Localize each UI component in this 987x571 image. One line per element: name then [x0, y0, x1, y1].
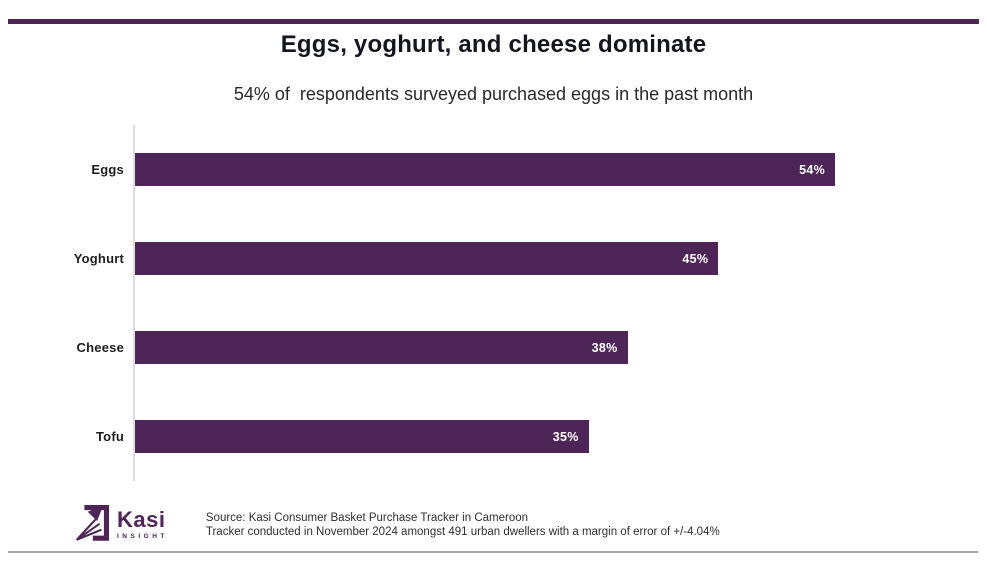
chart-title: Eggs, yoghurt, and cheese dominate — [280, 31, 707, 58]
source-text: Source: Kasi Consumer Basket Purchase Tr… — [206, 511, 720, 539]
category-label: Eggs — [91, 162, 124, 177]
bar-chart-plot-area: Eggs 54% Yoghurt 45% Cheese 38% Tofu 35% — [0, 125, 987, 481]
category-label: Yoghurt — [73, 251, 124, 266]
bar-value-label: 35% — [552, 429, 579, 444]
bar-value-label: 45% — [682, 251, 709, 266]
chart-row: Eggs 54% — [0, 125, 987, 214]
source-line-1: Source: Kasi Consumer Basket Purchase Tr… — [205, 511, 529, 524]
bar-track: 35% — [133, 392, 987, 481]
kasi-logo: Kasi INSIGHT — [75, 503, 168, 546]
bar: 38% — [135, 331, 628, 364]
chart-row: Yoghurt 45% — [0, 214, 987, 303]
bar: 45% — [135, 242, 719, 275]
kasi-brand-name: Kasi — [117, 506, 166, 532]
arrow-up-right-icon — [75, 503, 109, 546]
kasi-tagline: INSIGHT — [117, 532, 168, 540]
top-accent-rule — [8, 19, 979, 24]
bar-track: 45% — [133, 214, 987, 303]
bar-track: 54% — [133, 125, 987, 214]
bar: 54% — [135, 153, 835, 186]
bar: 35% — [135, 420, 589, 453]
bar-track: 38% — [133, 303, 987, 392]
category-label: Cheese — [76, 340, 124, 355]
category-label: Tofu — [96, 429, 124, 444]
chart-row: Cheese 38% — [0, 303, 987, 392]
bar-value-label: 54% — [799, 162, 825, 177]
source-line-2: Tracker conducted in November 2024 among… — [205, 525, 720, 538]
chart-row: Tofu 35% — [0, 392, 987, 481]
kasi-logo-text: Kasi INSIGHT — [117, 506, 168, 541]
chart-subtitle: 54% of respondents surveyed purchased eg… — [233, 84, 754, 104]
bar-value-label: 38% — [591, 340, 618, 355]
footer: Kasi INSIGHT Source: Kasi Consumer Baske… — [75, 503, 720, 546]
bottom-rule — [8, 551, 978, 553]
